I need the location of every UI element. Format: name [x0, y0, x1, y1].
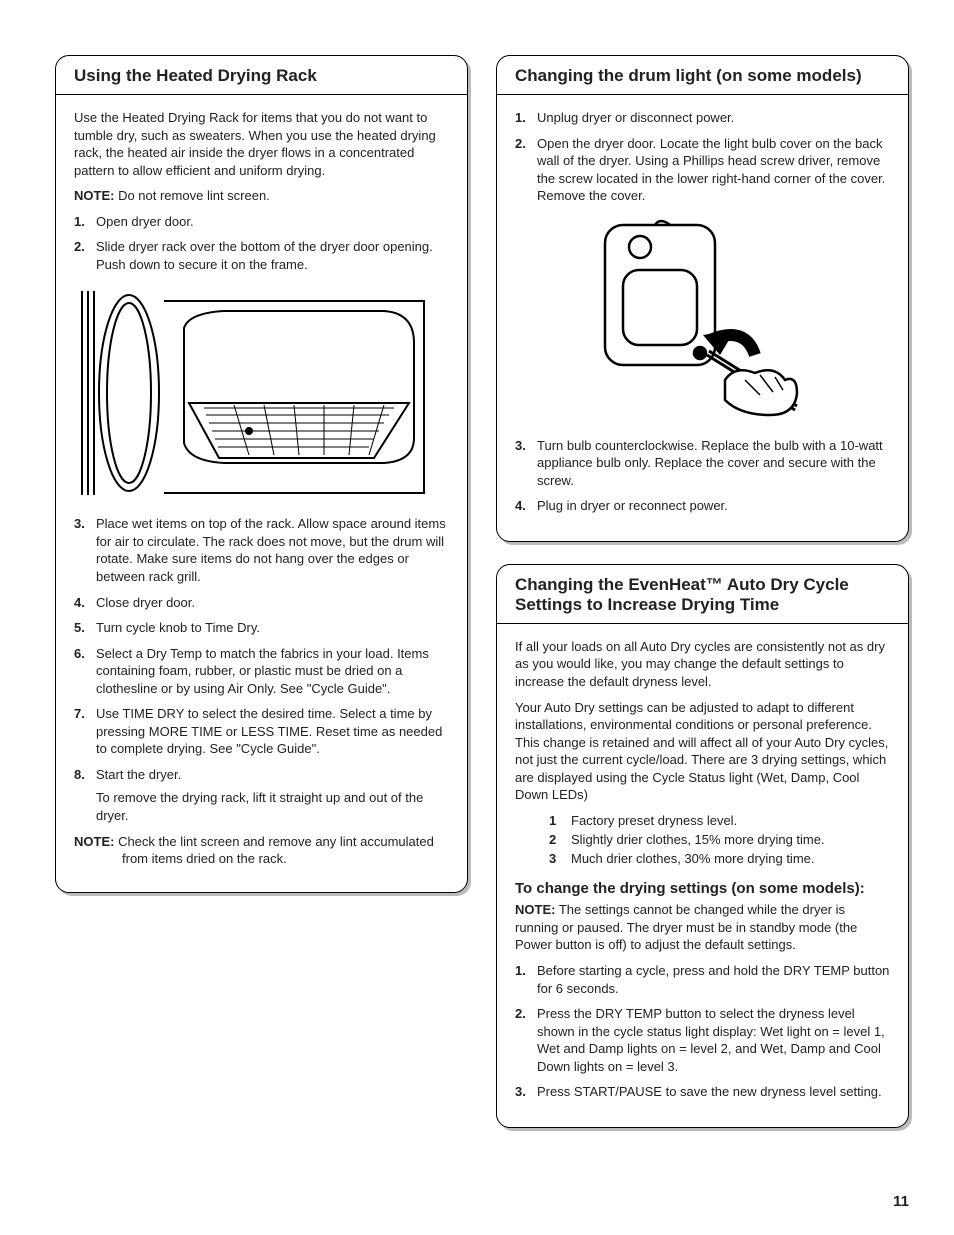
- steps-list-bottom: Place wet items on top of the rack. Allo…: [74, 515, 449, 783]
- step-7: Use TIME DRY to select the desired time.…: [74, 705, 449, 758]
- evenheat-p2: Your Auto Dry settings can be adjusted t…: [515, 699, 890, 804]
- step-6: Select a Dry Temp to match the fabrics i…: [74, 645, 449, 698]
- step-2: Open the dryer door. Locate the light bu…: [515, 135, 890, 205]
- sub-heading: To change the drying settings (on some m…: [515, 880, 890, 897]
- step-2: Press the DRY TEMP button to select the …: [515, 1005, 890, 1075]
- drum-light-steps-top: Unplug dryer or disconnect power. Open t…: [515, 109, 890, 205]
- step-4: Plug in dryer or reconnect power.: [515, 497, 890, 515]
- bulb-cover-illustration: [515, 215, 890, 425]
- level-3: 3Much drier clothes, 30% more drying tim…: [549, 850, 890, 869]
- step-3: Place wet items on top of the rack. Allo…: [74, 515, 449, 585]
- left-column: Using the Heated Drying Rack Use the Hea…: [55, 55, 468, 1150]
- step-3: Press START/PAUSE to save the new drynes…: [515, 1083, 890, 1101]
- panel-title: Changing the drum light (on some models): [497, 56, 908, 95]
- step-5: Turn cycle knob to Time Dry.: [74, 619, 449, 637]
- drum-light-panel: Changing the drum light (on some models)…: [496, 55, 909, 542]
- two-column-layout: Using the Heated Drying Rack Use the Hea…: [55, 55, 909, 1150]
- note-lint-screen: NOTE: Do not remove lint screen.: [74, 187, 449, 205]
- step-8: Start the dryer.: [74, 766, 449, 784]
- level-2: 2Slightly drier clothes, 15% more drying…: [549, 831, 890, 850]
- evenheat-note: NOTE: The settings cannot be changed whi…: [515, 901, 890, 954]
- page-number: 11: [893, 1193, 909, 1210]
- steps-list-top: Open dryer door. Slide dryer rack over t…: [74, 213, 449, 274]
- heated-drying-rack-panel: Using the Heated Drying Rack Use the Hea…: [55, 55, 468, 893]
- note-lint-check: NOTE: Check the lint screen and remove a…: [74, 833, 449, 868]
- dryer-rack-illustration: [74, 283, 449, 503]
- panel-title: Using the Heated Drying Rack: [56, 56, 467, 95]
- intro-paragraph: Use the Heated Drying Rack for items tha…: [74, 109, 449, 179]
- step-8-sub: To remove the drying rack, lift it strai…: [74, 789, 449, 824]
- change-settings-steps: Before starting a cycle, press and hold …: [515, 962, 890, 1101]
- step-4: Close dryer door.: [74, 594, 449, 612]
- step-3: Turn bulb counterclockwise. Replace the …: [515, 437, 890, 490]
- drum-light-steps-bottom: Turn bulb counterclockwise. Replace the …: [515, 437, 890, 515]
- dryness-levels-list: 1Factory preset dryness level. 2Slightly…: [515, 812, 890, 869]
- step-1: Before starting a cycle, press and hold …: [515, 962, 890, 997]
- step-1: Open dryer door.: [74, 213, 449, 231]
- panel-title: Changing the EvenHeat™ Auto Dry Cycle Se…: [497, 565, 908, 624]
- step-1: Unplug dryer or disconnect power.: [515, 109, 890, 127]
- evenheat-p1: If all your loads on all Auto Dry cycles…: [515, 638, 890, 691]
- evenheat-panel: Changing the EvenHeat™ Auto Dry Cycle Se…: [496, 564, 909, 1128]
- right-column: Changing the drum light (on some models)…: [496, 55, 909, 1150]
- level-1: 1Factory preset dryness level.: [549, 812, 890, 831]
- step-2: Slide dryer rack over the bottom of the …: [74, 238, 449, 273]
